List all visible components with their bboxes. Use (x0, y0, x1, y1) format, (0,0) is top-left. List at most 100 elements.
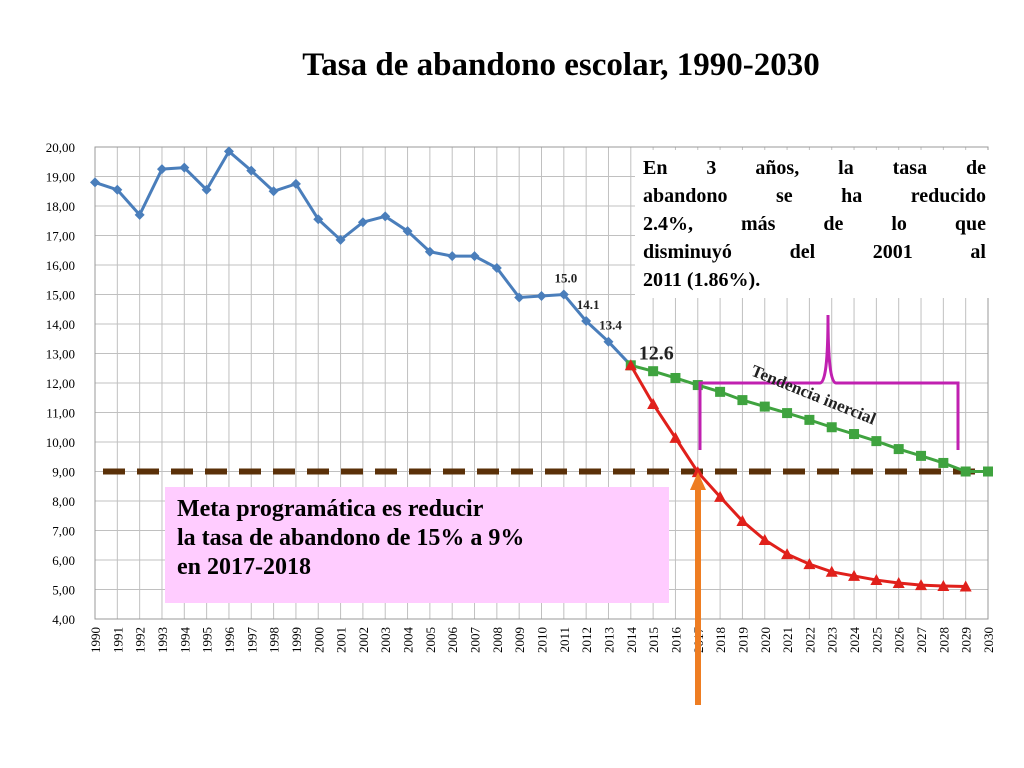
text-line: la tasa de abandono de 15% a 9% (177, 525, 525, 551)
y-tick-label: 5,00 (52, 583, 75, 598)
x-tick-label: 1991 (110, 627, 125, 653)
y-tick-label: 8,00 (52, 494, 75, 509)
marker (469, 251, 480, 262)
x-tick-label: 2020 (758, 627, 773, 653)
y-tick-label: 13,00 (46, 347, 75, 362)
x-tick-label: 2030 (981, 627, 996, 653)
marker (870, 574, 883, 586)
marker (335, 234, 346, 245)
x-tick-label: 2003 (378, 627, 393, 653)
marker (357, 217, 368, 228)
marker (223, 146, 234, 157)
marker (424, 246, 435, 257)
x-tick-label: 1999 (289, 627, 304, 653)
marker (916, 450, 927, 461)
y-tick-label: 19,00 (46, 170, 75, 185)
x-tick-label: 2009 (512, 627, 527, 653)
y-tick-label: 17,00 (46, 229, 75, 244)
y-tick-label: 10,00 (46, 435, 75, 450)
x-tick-label: 2012 (579, 627, 594, 653)
text-line: 2011 (1.86%). (643, 269, 761, 291)
y-tick-label: 9,00 (52, 465, 75, 480)
marker (758, 533, 771, 545)
text-line: Meta programática es reducir (177, 496, 484, 522)
plot-frame (94, 146, 989, 620)
y-tick-label: 7,00 (52, 524, 75, 539)
x-tick-label: 1990 (88, 627, 103, 653)
y-tick-label: 12,00 (46, 376, 75, 391)
x-tick-label: 2014 (624, 627, 639, 654)
x-tick-label: 2008 (490, 627, 505, 653)
marker (313, 214, 324, 225)
goal-box: Meta programática es reducir la tasa de a… (165, 487, 669, 603)
marker (803, 558, 816, 570)
y-tick-label: 6,00 (52, 553, 75, 568)
x-tick-label: 2015 (646, 627, 661, 653)
x-tick-label: 1994 (177, 627, 192, 654)
marker (960, 466, 971, 477)
x-tick-label: 2018 (713, 627, 728, 653)
text-line: abandono se ha reducido (643, 185, 986, 207)
marker (782, 408, 793, 419)
x-tick-label: 2021 (780, 627, 795, 653)
x-tick-label: 1992 (133, 627, 148, 653)
marker (959, 580, 972, 592)
x-tick-label: 2026 (892, 627, 907, 654)
marker (647, 397, 660, 409)
marker (603, 336, 614, 347)
marker (268, 186, 279, 197)
x-tick-label: 2022 (802, 627, 817, 653)
chart-title: Tasa de abandono escolar, 1990-2030 (302, 47, 819, 83)
x-tick-label: 1995 (200, 627, 215, 653)
marker (112, 184, 123, 195)
x-tick-label: 2019 (735, 627, 750, 653)
marker (781, 548, 794, 560)
x-tick-label: 2027 (914, 627, 929, 654)
marker (491, 262, 502, 273)
text-line: 2.4%, más de lo que (643, 213, 986, 235)
marker (937, 579, 950, 591)
x-tick-label: 2010 (535, 627, 550, 653)
x-tick-label: 2006 (445, 627, 460, 654)
marker (447, 251, 458, 262)
marker (156, 164, 167, 175)
marker (893, 444, 904, 455)
x-tick-label: 2016 (668, 627, 683, 654)
x-tick-label: 2001 (334, 627, 349, 653)
data-label: 12.6 (639, 342, 674, 364)
marker (536, 290, 547, 301)
text-line: disminuyó del 2001 al (643, 241, 986, 263)
data-label: 15.0 (554, 271, 577, 286)
data-label: 14.1 (577, 297, 600, 312)
marker (581, 316, 592, 327)
x-tick-label: 2029 (959, 627, 974, 653)
marker (380, 211, 391, 222)
y-tick-label: 20,00 (46, 140, 75, 155)
series-line (629, 364, 966, 589)
x-tick-label: 2011 (557, 627, 572, 653)
marker (648, 366, 659, 377)
x-tick-label: 2000 (311, 627, 326, 653)
marker (983, 466, 993, 477)
marker (737, 395, 748, 406)
brace (698, 314, 960, 450)
marker (759, 401, 770, 412)
x-tick-label: 2002 (356, 627, 371, 653)
marker (670, 372, 681, 383)
marker (290, 178, 301, 189)
note-box: En 3 años, la tasa de abandono se ha redu… (635, 150, 992, 298)
marker (624, 359, 637, 371)
marker (736, 515, 749, 527)
marker (402, 226, 413, 237)
marker (871, 436, 882, 447)
y-tick-label: 15,00 (46, 288, 75, 303)
text-line: En 3 años, la tasa de (643, 157, 986, 179)
marker (714, 490, 727, 502)
marker (825, 565, 838, 577)
marker (691, 466, 704, 478)
x-tick-label: 2025 (869, 627, 884, 653)
text-line: en 2017-2018 (177, 554, 311, 580)
marker (826, 422, 837, 433)
